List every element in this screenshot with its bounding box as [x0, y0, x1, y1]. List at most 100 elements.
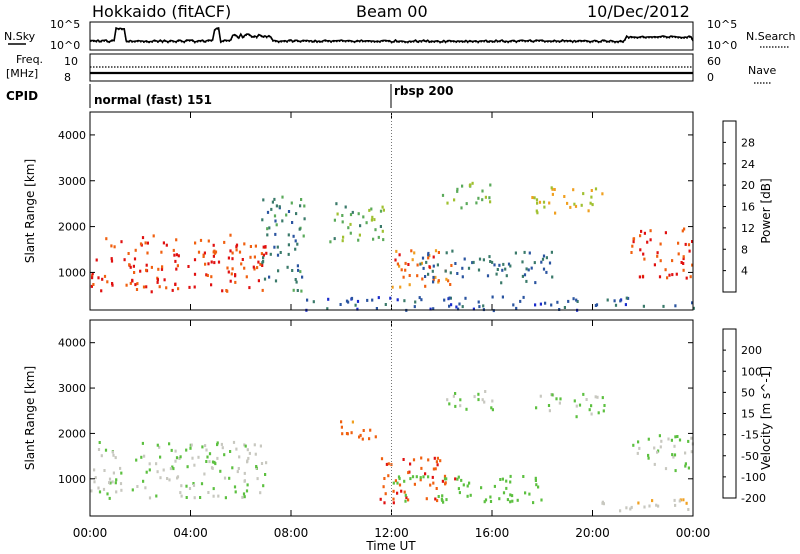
velocity-cell: [169, 467, 172, 471]
velocity-cell: [658, 434, 661, 438]
velocity-cell: [199, 496, 202, 499]
power-cell: [273, 197, 276, 201]
power-cell: [587, 209, 590, 213]
velocity-cell: [204, 444, 207, 448]
velocity-cell: [468, 481, 471, 485]
velocity-cell: [501, 477, 504, 481]
velocity-cell: [200, 482, 204, 486]
velocity-cell: [509, 493, 512, 497]
velocity-cell: [243, 443, 246, 447]
noise-panel: N.Sky 10^5 10^0 10^5 10^0 N.Search: [4, 18, 796, 52]
velocity-cell: [188, 487, 192, 490]
velocity-cell: [575, 415, 578, 419]
velocity-cell: [201, 445, 204, 449]
power-cell: [528, 251, 531, 255]
power-cell: [449, 271, 452, 275]
power-cell: [478, 305, 481, 309]
power-cell: [641, 275, 645, 279]
velocity-cell: [619, 509, 622, 513]
velocity-cell: [420, 456, 423, 460]
power-cell: [519, 299, 522, 303]
power-cell: [421, 277, 424, 281]
power-cell: [128, 263, 131, 267]
velocity-cell: [159, 455, 162, 459]
power-cell: [545, 256, 548, 260]
power-cell: [396, 262, 399, 266]
power-cell: [299, 270, 302, 274]
power-cell: [136, 282, 139, 286]
velocity-cell: [670, 438, 673, 442]
velocity-colorbar-tick-label: 50: [741, 386, 755, 399]
velocity-cell: [234, 490, 237, 494]
velocity-cell: [208, 452, 212, 456]
power-cell: [533, 196, 536, 200]
velocity-cell: [131, 488, 134, 492]
power-cell: [260, 252, 263, 256]
nave-tick-high: 60: [707, 55, 721, 68]
velocity-cell: [172, 467, 175, 471]
power-cell: [590, 195, 593, 199]
power-cell: [175, 253, 178, 257]
power-cell: [291, 269, 294, 272]
power-cell: [339, 303, 342, 306]
power-cell: [482, 258, 485, 262]
power-cell: [243, 266, 246, 270]
velocity-cell: [454, 392, 457, 395]
velocity-colorbar-tick-label: -200: [741, 492, 766, 505]
power-cell: [296, 264, 299, 268]
power-cell: [303, 217, 306, 221]
velocity-cell: [684, 464, 687, 468]
velocity-cell: [477, 392, 480, 396]
power-cell: [573, 202, 576, 206]
velocity-cell: [155, 494, 158, 498]
power-cell: [419, 262, 422, 266]
power-cell: [370, 207, 373, 211]
power-cell: [273, 214, 277, 218]
velocity-colorbar-label: Velocity [m s^-1]: [759, 366, 773, 470]
velocity-cell: [205, 460, 208, 463]
power-cell: [446, 201, 449, 205]
power-cell: [207, 262, 210, 266]
velocity-cell: [223, 453, 226, 457]
power-cell: [522, 295, 525, 299]
velocity-cell: [212, 494, 215, 498]
velocity-colorbar: 200 100 50 15 -15 -50 -100 -200: [722, 328, 766, 505]
velocity-cell: [454, 404, 457, 408]
power-cell: [202, 255, 205, 258]
velocity-cell: [158, 445, 161, 449]
noise-tick-low: 10^0: [50, 39, 80, 52]
velocity-cell: [186, 465, 189, 469]
power-cell: [266, 227, 269, 231]
power-cell: [279, 251, 282, 254]
power-cell: [496, 268, 499, 271]
power-cell: [248, 286, 251, 290]
power-cell: [372, 237, 375, 241]
power-cell: [306, 298, 309, 302]
velocity-cell: [185, 484, 188, 488]
power-cell: [300, 289, 303, 293]
power-cell: [350, 296, 354, 300]
power-cell: [197, 250, 201, 254]
power-cell: [249, 255, 252, 259]
velocity-cell: [448, 402, 451, 406]
velocity-cell: [168, 478, 171, 482]
velocity-cell: [420, 466, 423, 470]
power-y-tick-label: 1000: [58, 266, 86, 279]
velocity-cell: [93, 480, 96, 484]
velocity-cell: [193, 496, 196, 500]
noise-tick-high-right: 10^5: [707, 18, 737, 31]
velocity-cell: [637, 440, 640, 444]
velocity-cell: [220, 442, 223, 446]
velocity-cell: [678, 438, 682, 442]
velocity-cell: [409, 462, 412, 466]
power-colorbar-tick-label: 12: [741, 222, 755, 235]
velocity-region-0: [90, 440, 268, 500]
power-cell: [163, 278, 166, 282]
power-cell: [649, 238, 652, 242]
velocity-cell: [380, 457, 384, 461]
power-cell: [274, 219, 277, 223]
velocity-cell: [211, 460, 215, 464]
power-cell: [160, 250, 163, 254]
power-cell: [601, 192, 604, 196]
power-cell: [638, 275, 641, 279]
